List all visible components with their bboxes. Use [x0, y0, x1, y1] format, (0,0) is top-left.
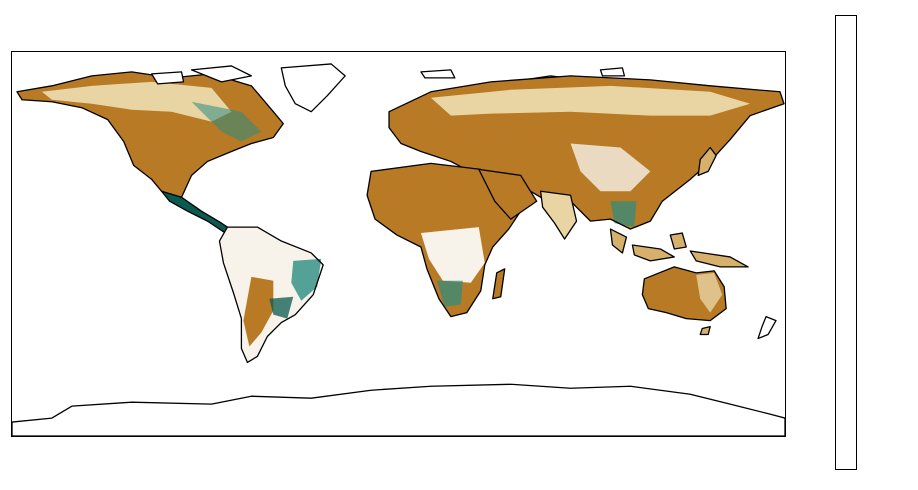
colorbar — [835, 15, 857, 470]
antarctica — [12, 383, 785, 436]
map-canvas — [12, 63, 785, 436]
southeast-asia-islands — [609, 228, 749, 268]
australia — [641, 266, 777, 340]
south-america — [218, 226, 324, 364]
eurasia — [388, 75, 785, 240]
africa — [366, 162, 538, 318]
north-america — [16, 71, 284, 234]
world-map — [11, 51, 786, 437]
